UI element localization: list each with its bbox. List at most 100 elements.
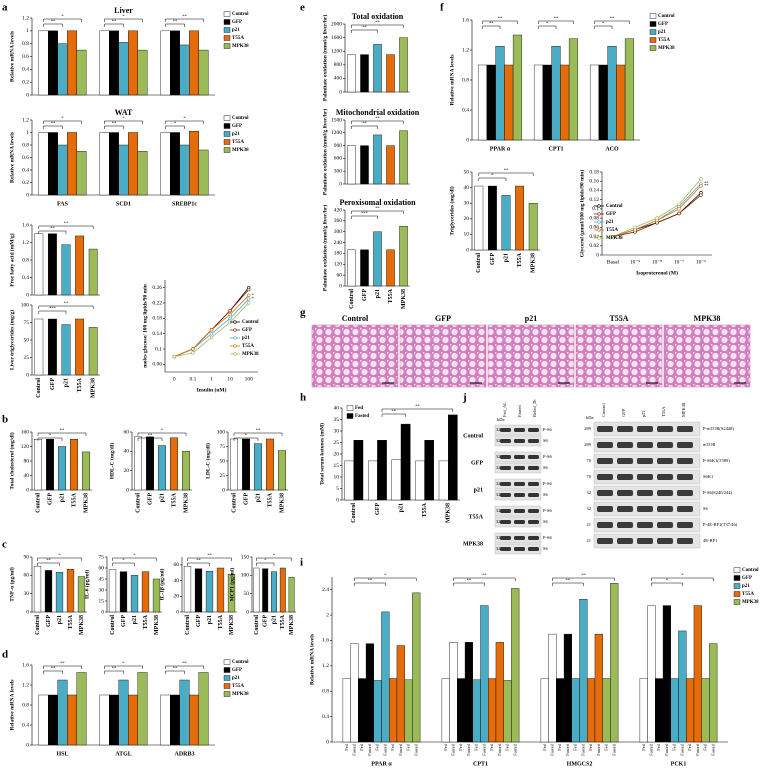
bar <box>347 145 356 185</box>
x-tick-label: Basal <box>607 259 620 265</box>
y-tick-label: 80 <box>24 458 30 464</box>
bar <box>399 37 408 93</box>
significance-bracket <box>552 582 584 586</box>
significance-bracket <box>165 670 185 674</box>
band-label: mTOR <box>703 442 715 447</box>
bar <box>61 244 71 296</box>
x-tick-label: Control <box>349 289 355 309</box>
bar <box>179 44 190 96</box>
panel-label: i <box>300 557 303 569</box>
bar <box>160 30 171 96</box>
bar <box>38 694 49 746</box>
x-tick-label: GFP <box>263 615 269 627</box>
point <box>247 301 251 305</box>
blot-band <box>597 442 613 448</box>
kda-label: 32 <box>496 454 501 459</box>
band-label: S6 <box>543 492 549 497</box>
condition-label: Fed <box>672 743 677 751</box>
y-axis-label: IL-1β (pg/ml) <box>158 568 165 600</box>
bar <box>57 43 68 96</box>
y-tick-label: 30 <box>99 587 105 593</box>
y-tick-label: 0.8 <box>462 77 469 83</box>
bar <box>495 642 504 743</box>
bar <box>386 249 395 287</box>
blot-band <box>597 538 613 544</box>
significance-bracket <box>453 577 516 581</box>
significance-label: * <box>666 578 669 583</box>
y-tick-label: 40 <box>334 405 340 411</box>
y-tick-label: 0 <box>466 137 469 143</box>
legend-label: GFP <box>232 668 242 673</box>
series-line <box>174 298 249 358</box>
kda-label: 32 <box>587 506 592 511</box>
significance-label: * <box>122 661 125 666</box>
x-tick-label: 0 <box>173 376 176 382</box>
x-tick-label: T55A <box>267 492 273 507</box>
bar <box>487 185 497 251</box>
bar <box>67 132 77 196</box>
significance-bracket <box>381 408 454 412</box>
row-label: GFP <box>471 460 483 466</box>
bar <box>486 64 496 141</box>
legend-label: MPK38 <box>606 236 623 241</box>
point <box>677 207 681 211</box>
bar <box>170 694 180 746</box>
x-tick-label: MPK38 <box>91 378 97 398</box>
y-tick-label: 0.8 <box>22 41 29 47</box>
series-line <box>174 289 249 358</box>
x-tick-label: GFP <box>196 615 202 627</box>
condition-label: Fed <box>703 743 708 751</box>
x-axis-label: Insulin (nM) <box>197 386 227 393</box>
y-tick-label: 50 <box>220 458 226 464</box>
panel-label: h <box>300 392 306 404</box>
significance-label: ** <box>610 16 615 21</box>
y-tick-label: 15 <box>99 598 105 604</box>
y-tick-label: 1200 <box>331 130 342 136</box>
x-tick-label: p21 <box>398 503 404 512</box>
y-tick-label: 25 <box>334 440 340 446</box>
blot-band <box>597 426 613 432</box>
legend-label: T55A <box>658 38 670 43</box>
bar <box>137 49 148 96</box>
bar <box>48 694 58 746</box>
y-tick-label: 50 <box>24 337 30 343</box>
point <box>228 308 232 313</box>
y-tick-label: 120 <box>334 262 343 268</box>
legend-label: Fasted <box>355 414 369 419</box>
y-tick-label: 420 <box>334 207 343 213</box>
bar <box>693 605 702 743</box>
x-tick-label: T55A <box>143 614 149 629</box>
x-tick-label: MPK38 <box>183 493 189 513</box>
blot-band <box>500 493 511 497</box>
bar <box>242 438 250 491</box>
significance-bracket <box>351 125 378 129</box>
y-tick-label: 1.2 <box>462 47 469 53</box>
x-tick-label: GFP <box>121 615 127 627</box>
y-tick-label: 0.26 <box>152 285 162 291</box>
significance-bracket <box>351 29 378 33</box>
bar <box>227 574 236 613</box>
condition-label: Fed <box>344 743 349 751</box>
kda-label: 32 <box>496 465 501 470</box>
y-tick-label: 0.18 <box>589 169 599 175</box>
significance-label: * <box>264 558 267 563</box>
bar <box>170 132 180 196</box>
significance-bracket <box>43 670 63 674</box>
significance-label: ** <box>112 666 117 671</box>
bar <box>709 643 718 743</box>
legend-swatch <box>223 11 231 17</box>
legend-label: GFP <box>242 328 252 333</box>
bar <box>474 185 484 251</box>
image-label: T55A <box>609 314 628 323</box>
legend-label: Control <box>742 568 759 573</box>
bar <box>598 64 608 141</box>
significance-label: * <box>122 14 125 19</box>
legend-label: MPK38 <box>232 44 249 49</box>
y-axis-label: Total cholesterol (mg/dl) <box>8 432 15 489</box>
y-axis-label: MCP1 (pg/ml) <box>228 567 235 601</box>
bar <box>616 64 626 141</box>
blot-band <box>677 522 693 528</box>
chart-title: Liver <box>114 6 133 15</box>
y-tick-label: 0.06 <box>152 362 162 368</box>
y-tick-label: 0 <box>101 609 104 615</box>
